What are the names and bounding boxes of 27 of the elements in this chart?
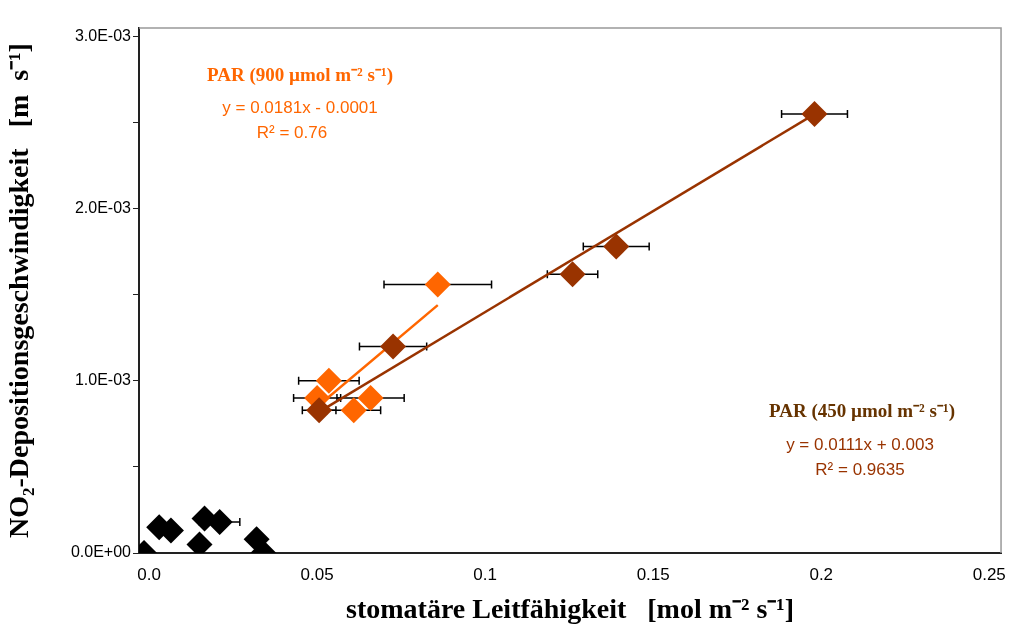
point	[380, 333, 407, 360]
point	[357, 385, 384, 412]
x-tick-label: 0.1	[473, 564, 497, 584]
x-axis-title: stomatäre Leitfähigkeit [mol m⁻² s⁻¹]	[346, 593, 795, 625]
point	[424, 271, 451, 298]
x-tick-label: 0.25	[972, 564, 1006, 584]
y-axis-title: NO₂-Depositionsgeschwindigkeit [m s⁻¹]	[3, 43, 35, 538]
annotation: R² = 0.76	[256, 122, 328, 142]
annotation: y = 0.0111x + 0.003	[786, 434, 934, 454]
x-tick-label: 0.0	[137, 564, 161, 584]
y-tick-label: 3.0E-03	[74, 27, 132, 45]
point	[559, 261, 586, 288]
point	[801, 101, 828, 128]
annotation: R² = 0.9635	[815, 459, 905, 479]
y-tick-label: 1.0E-03	[74, 371, 132, 389]
y-tick-label: 0.0E+00	[70, 543, 132, 561]
point	[603, 233, 630, 260]
annotation: PAR (900 µmol m⁻² s⁻¹)	[207, 63, 393, 86]
point	[306, 397, 333, 424]
x-tick-label: 0.2	[809, 564, 834, 584]
y-tick-label: 2.0E-03	[74, 199, 132, 217]
x-tick-label: 0.05	[300, 564, 334, 584]
annotation: PAR (450 µmol m⁻² s⁻¹)	[769, 399, 955, 422]
annotation: y = 0.0181x - 0.0001	[222, 97, 378, 117]
point	[315, 367, 342, 394]
x-tick-label: 0.15	[636, 564, 670, 584]
point	[340, 397, 367, 424]
